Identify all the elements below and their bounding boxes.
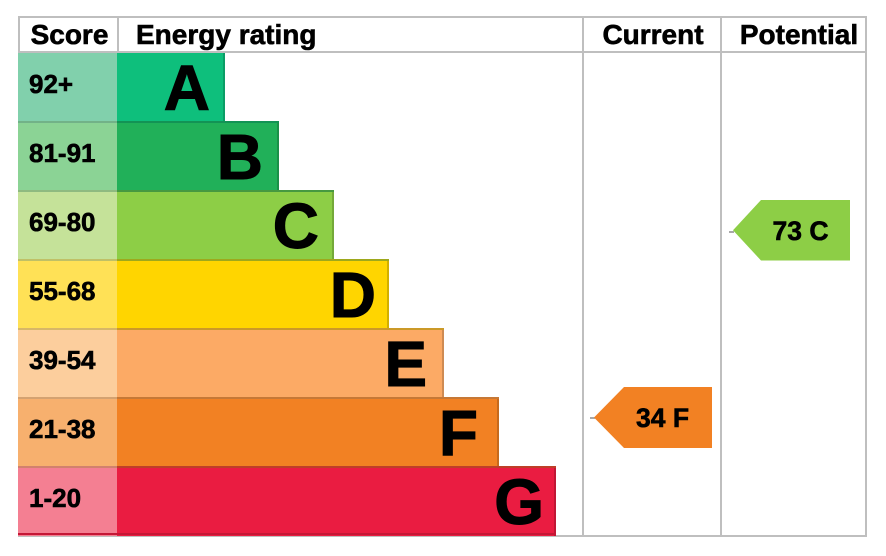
svg-text:73 C: 73 C — [773, 216, 829, 246]
svg-text:34 F: 34 F — [636, 403, 689, 433]
